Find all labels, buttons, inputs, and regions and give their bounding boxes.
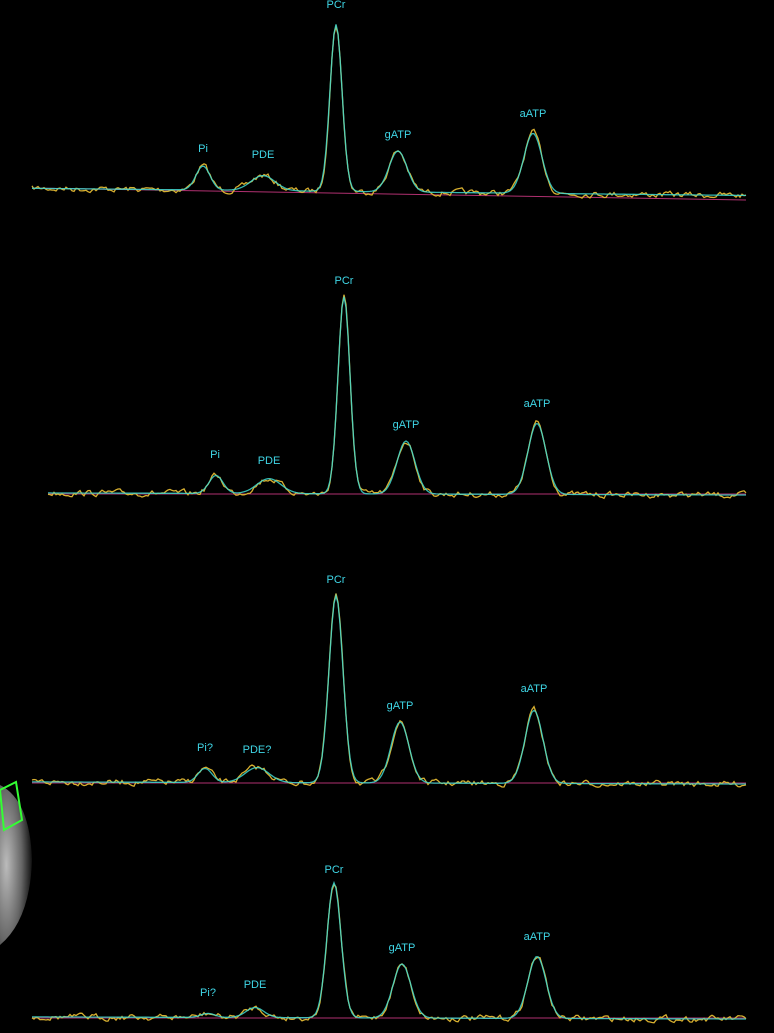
peak-label: aATP bbox=[520, 108, 547, 120]
spectra-figure: Pi PDE PCr gATP aATP Pi PDE PCr gATP aATP Pi? PDE? P… bbox=[0, 0, 774, 1033]
peak-label: PDE? bbox=[243, 744, 272, 756]
peak-label: Pi? bbox=[197, 742, 213, 754]
peak-label: Pi bbox=[210, 449, 220, 461]
peak-label: aATP bbox=[524, 931, 551, 943]
peak-label: PCr bbox=[335, 275, 354, 287]
peak-label: PDE bbox=[244, 979, 267, 991]
peak-label: Pi? bbox=[200, 987, 216, 999]
peak-label: PCr bbox=[325, 864, 344, 876]
peak-label: gATP bbox=[385, 129, 412, 141]
peak-label: aATP bbox=[524, 398, 551, 410]
peak-label: gATP bbox=[387, 700, 414, 712]
peak-label: PDE bbox=[252, 149, 275, 161]
background bbox=[0, 0, 774, 1033]
peak-label: Pi bbox=[198, 143, 208, 155]
peak-label: PDE bbox=[258, 455, 281, 467]
peak-label: gATP bbox=[389, 942, 416, 954]
peak-label: aATP bbox=[521, 683, 548, 695]
peak-label: PCr bbox=[327, 0, 346, 11]
peak-label: gATP bbox=[393, 419, 420, 431]
peak-label: PCr bbox=[327, 574, 346, 586]
